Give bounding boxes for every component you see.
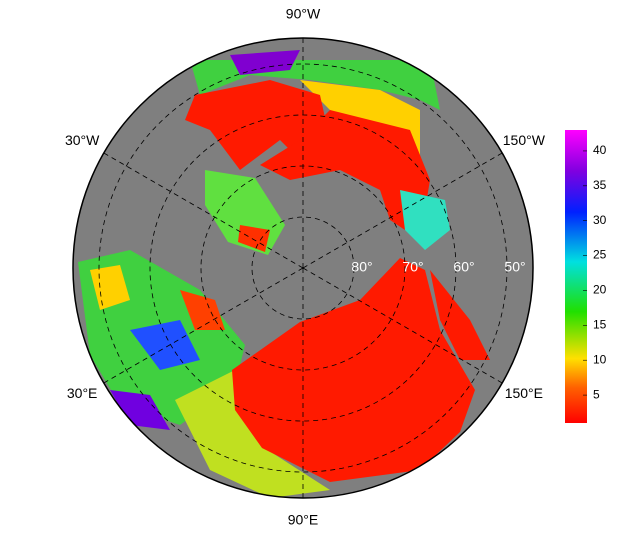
graticule [98, 38, 508, 498]
patch [90, 265, 130, 310]
longitude-label: 150°E [505, 385, 543, 401]
longitude-label: 30°E [67, 385, 98, 401]
colorbar-tick-label: 40 [593, 143, 607, 157]
colorbar-tick-label: 35 [593, 178, 607, 192]
latitude-label: 70° [402, 259, 423, 275]
land-red [260, 110, 430, 240]
meridian [103, 267, 304, 384]
map-disc [73, 38, 533, 498]
patch [230, 50, 300, 75]
parallel [98, 63, 508, 473]
colorbar-tick-label: 5 [593, 387, 600, 401]
colorbar-tick-label: 20 [593, 283, 607, 297]
parallel [200, 165, 406, 371]
patch [110, 390, 170, 430]
patch [180, 290, 225, 330]
longitude-label: 90°E [288, 512, 319, 528]
colorbar [565, 130, 587, 423]
patch [130, 320, 200, 370]
latitude-label: 80° [351, 259, 372, 275]
parallel [251, 216, 355, 320]
colorbar-tick-label: 15 [593, 318, 607, 332]
map-border [72, 37, 534, 499]
patch [238, 225, 270, 252]
longitude-label: 150°W [503, 132, 546, 148]
latitude-label: 50° [504, 259, 525, 275]
longitude-label: 90°W [286, 6, 321, 22]
colorbar-tick-label: 25 [593, 248, 607, 262]
latitude-label: 60° [453, 259, 474, 275]
longitude-label: 30°W [65, 132, 100, 148]
eurasia-red [232, 258, 475, 482]
colorbar-tick-label: 30 [593, 213, 607, 227]
colorbar-tick-label: 10 [593, 352, 607, 366]
meridian [302, 267, 503, 384]
meridian [302, 152, 503, 269]
parallel [149, 114, 457, 422]
land-red [430, 270, 490, 360]
meridian [103, 152, 304, 269]
